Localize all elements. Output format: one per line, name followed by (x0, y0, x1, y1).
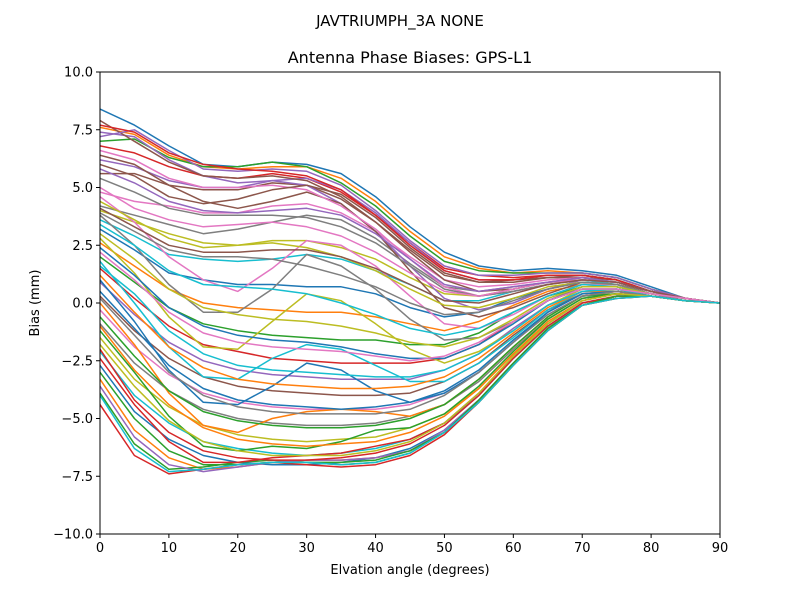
y-tick-label: −10.0 (53, 528, 93, 543)
x-axis: 0 10 20 30 40 50 60 70 80 90 (96, 534, 728, 556)
x-tick-label: 20 (230, 541, 247, 556)
x-tick-label: 0 (96, 541, 104, 556)
x-tick-label: 90 (712, 541, 729, 556)
y-tick-label: 10.0 (64, 66, 93, 81)
y-axis: −10.0 −7.5 −5.0 −2.5 0.0 2.5 5.0 7.5 10.0 (53, 66, 100, 543)
series-line-60 (100, 295, 720, 473)
y-tick-label: −5.0 (61, 412, 93, 427)
chart-title: Antenna Phase Biases: GPS-L1 (288, 48, 533, 67)
x-tick-label: 80 (643, 541, 660, 556)
series-line-53 (100, 295, 720, 466)
series-line-58 (100, 290, 720, 415)
x-tick-label: 60 (505, 541, 522, 556)
y-tick-label: 0.0 (72, 297, 93, 312)
series-line-57 (100, 251, 720, 362)
y-tick-label: −7.5 (61, 470, 93, 485)
series-line-48 (100, 212, 720, 316)
y-tick-label: 2.5 (72, 239, 93, 254)
series-line-56 (100, 207, 720, 304)
y-tick-label: 5.0 (72, 181, 93, 196)
series-layer (100, 108, 720, 475)
figure-suptitle: JAVTRIUMPH_3A NONE (315, 12, 484, 31)
series-line-54 (100, 124, 720, 304)
y-tick-label: 7.5 (72, 123, 93, 138)
x-tick-label: 30 (298, 541, 315, 556)
x-axis-label: Elvation angle (degrees) (330, 563, 489, 578)
series-line-45 (100, 129, 720, 304)
x-tick-label: 10 (161, 541, 178, 556)
series-line-49 (100, 233, 720, 348)
y-axis-label: Bias (mm) (28, 270, 43, 337)
x-tick-label: 40 (367, 541, 384, 556)
series-line-59 (100, 293, 720, 457)
y-tick-label: −2.5 (61, 354, 93, 369)
x-tick-label: 50 (436, 541, 453, 556)
x-tick-label: 70 (574, 541, 591, 556)
